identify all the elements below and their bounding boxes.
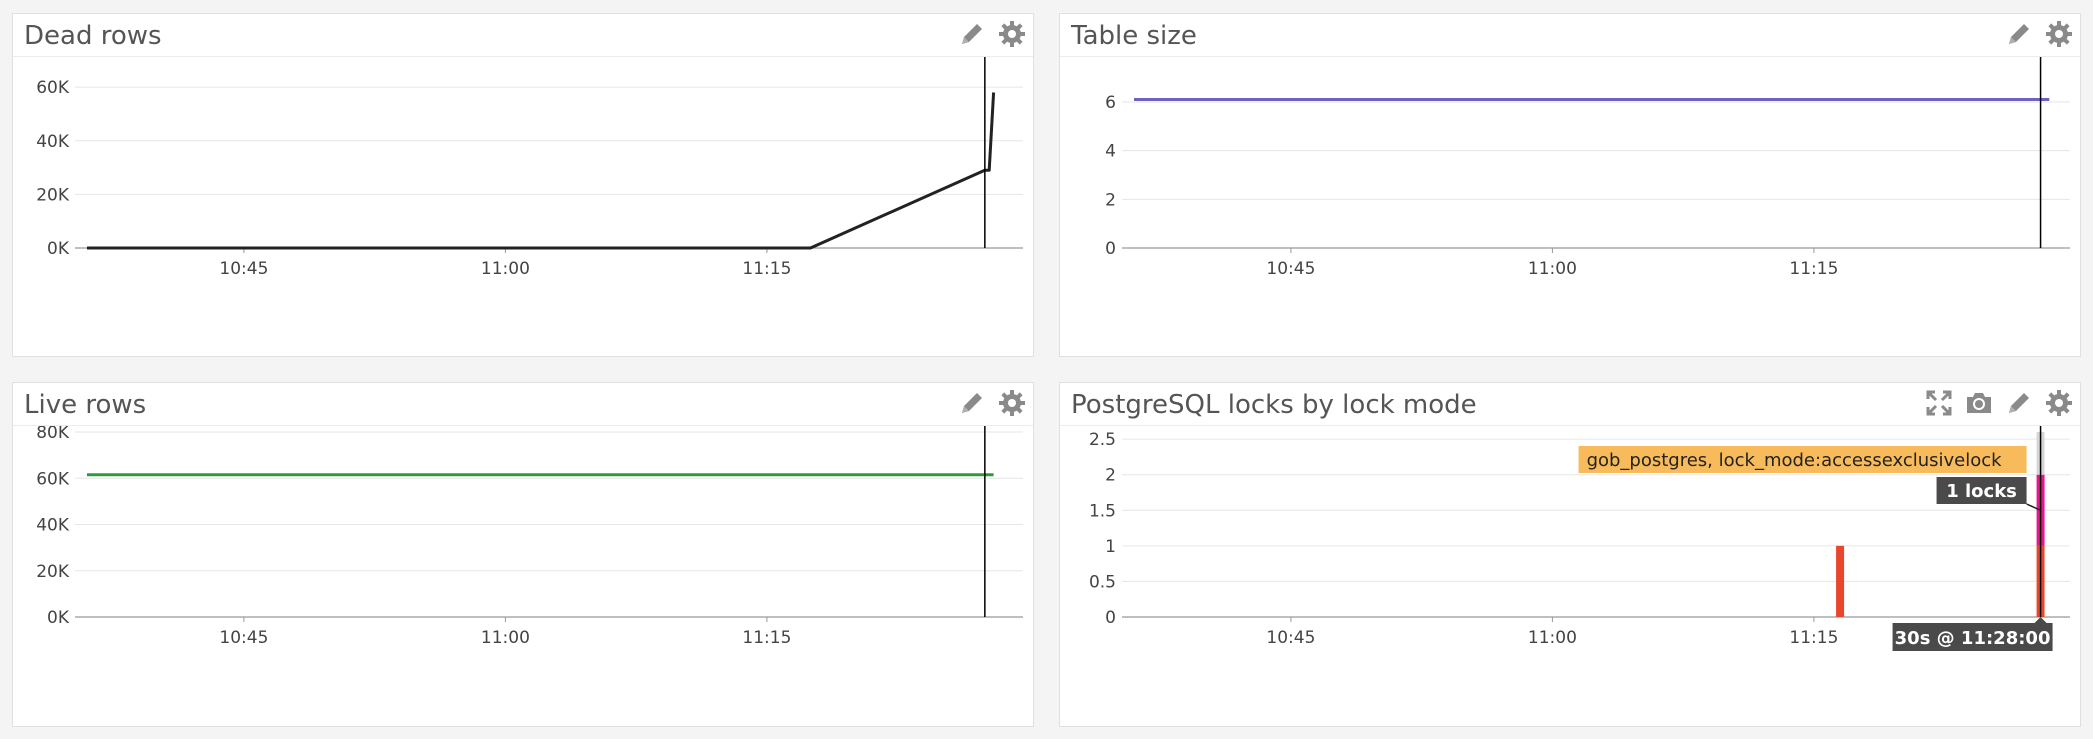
x-tick-label: 10:45 xyxy=(1266,628,1315,648)
x-tick-label: 11:00 xyxy=(1528,628,1577,648)
gear-icon[interactable] xyxy=(997,19,1027,49)
panel-title: PostgreSQL locks by lock mode xyxy=(1071,390,1477,420)
y-tick-label: 2 xyxy=(1105,190,1116,210)
expand-icon[interactable] xyxy=(1924,388,1954,418)
pencil-icon[interactable] xyxy=(957,388,987,418)
y-tick-label: 60K xyxy=(36,469,70,489)
table-size-panel: Table size 0 2 4 6 10:45 11:00 11:15 xyxy=(1059,13,2081,357)
tooltip-value-bg xyxy=(1936,477,2027,504)
tooltip-value-label: 1 locks xyxy=(1946,481,2017,502)
tooltip-connector xyxy=(2026,503,2041,511)
y-tick-label: 2 xyxy=(1105,466,1116,486)
y-tick-label: 20K xyxy=(36,185,70,205)
locks-panel: PostgreSQL locks by lock mode 0 0.5 1 1.5 2 2… xyxy=(1059,382,2081,727)
y-tick-label: 1.5 xyxy=(1089,501,1116,521)
gear-icon[interactable] xyxy=(2044,19,2074,49)
panel-tools xyxy=(957,19,1027,49)
dead-rows-chart[interactable]: 0K 20K 40K 60K 10:45 11:00 11:15 xyxy=(13,57,1033,357)
y-tick-label: 2.5 xyxy=(1089,430,1116,450)
y-tick-label: 40K xyxy=(36,516,70,536)
x-tick-label: 11:15 xyxy=(742,628,791,648)
gear-icon[interactable] xyxy=(997,388,1027,418)
panel-header: Table size xyxy=(1060,14,2080,57)
x-tick-label: 11:15 xyxy=(742,259,791,279)
y-tick-label: 0K xyxy=(47,239,70,259)
x-tick-label: 11:15 xyxy=(1789,259,1838,279)
camera-icon[interactable] xyxy=(1964,388,1994,418)
tooltip-time-bg xyxy=(1892,623,2053,651)
x-tick-label: 11:00 xyxy=(481,628,530,648)
x-tick-label: 11:15 xyxy=(1789,628,1838,648)
y-tick-label: 4 xyxy=(1105,142,1116,162)
tooltip-series-bg xyxy=(1578,446,2027,473)
bar-segment xyxy=(1836,545,1845,617)
x-tick-label: 11:00 xyxy=(1528,259,1577,279)
panel-header: Dead rows xyxy=(13,14,1033,57)
dead-rows-panel: Dead rows 0K 20K 40K 60K 10:45 11:00 11:15 xyxy=(12,13,1034,357)
hover-tooltip: gob_postgres, lock_mode:accessexclusivel… xyxy=(1578,446,2053,651)
panel-header: PostgreSQL locks by lock mode xyxy=(1060,383,2080,426)
x-tick-label: 10:45 xyxy=(1266,259,1315,279)
y-tick-label: 40K xyxy=(36,132,70,152)
y-tick-label: 0 xyxy=(1105,608,1116,628)
panel-title: Table size xyxy=(1071,21,1197,51)
x-tick-label: 10:45 xyxy=(219,628,268,648)
live-rows-chart[interactable]: 0K 20K 40K 60K 80K 10:45 11:00 11:15 xyxy=(13,426,1033,726)
y-tick-label: 0K xyxy=(47,608,70,628)
y-tick-label: 80K xyxy=(36,426,70,443)
x-tick-label: 11:00 xyxy=(481,259,530,279)
y-tick-label: 6 xyxy=(1105,93,1116,113)
y-tick-label: 1 xyxy=(1105,537,1116,557)
panel-tools xyxy=(957,388,1027,418)
series-line xyxy=(87,92,996,250)
gear-icon[interactable] xyxy=(2044,388,2074,418)
tooltip-time-pointer xyxy=(2034,617,2047,623)
tooltip-time-label: 30s @ 11:28:00 xyxy=(1895,628,2051,649)
y-tick-label: 60K xyxy=(36,78,70,98)
panel-header: Live rows xyxy=(13,383,1033,426)
tooltip-series-label: gob_postgres, lock_mode:accessexclusivel… xyxy=(1587,450,2003,471)
live-rows-panel: Live rows 0K 20K 40K 60K 80K 10:45 11:00 11:15 xyxy=(12,382,1034,727)
panel-title: Live rows xyxy=(24,390,147,420)
panel-tools xyxy=(2004,19,2074,49)
y-tick-label: 20K xyxy=(36,562,70,582)
y-tick-label: 0.5 xyxy=(1089,572,1116,592)
pencil-icon[interactable] xyxy=(957,19,987,49)
table-size-chart[interactable]: 0 2 4 6 10:45 11:00 11:15 xyxy=(1060,57,2080,357)
y-tick-label: 0 xyxy=(1105,239,1116,259)
pencil-icon[interactable] xyxy=(2004,19,2034,49)
pencil-icon[interactable] xyxy=(2004,388,2034,418)
panel-title: Dead rows xyxy=(24,21,162,51)
panel-tools xyxy=(1924,388,2074,418)
locks-chart[interactable]: 0 0.5 1 1.5 2 2.5 10:45 11:00 11:15 gob_postgres,… xyxy=(1060,426,2080,726)
x-tick-label: 10:45 xyxy=(219,259,268,279)
